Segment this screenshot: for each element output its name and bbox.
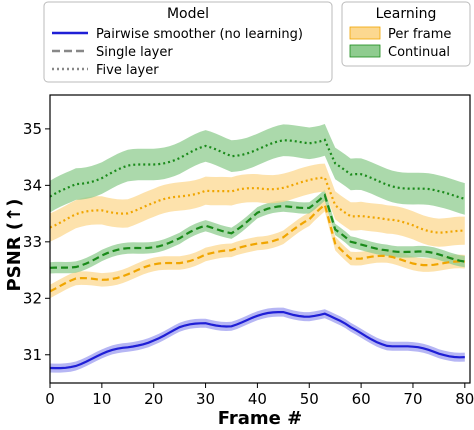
band-pairwise: [50, 307, 465, 373]
x-tick-label: 0: [45, 390, 55, 408]
x-tick-label: 80: [455, 390, 474, 408]
x-tick-label: 40: [248, 390, 267, 408]
plot-frame: [49, 94, 471, 384]
legend-model-title: Model: [167, 6, 209, 22]
series-lines: [49, 138, 466, 370]
legend-single-label: Single layer: [96, 45, 173, 60]
y-axis-label: PSNR (↑): [4, 199, 25, 292]
band-continual_five: [50, 124, 465, 215]
legend-pairwise-label: Pairwise smoother (no learning): [96, 27, 303, 42]
x-tick-label: 50: [300, 390, 319, 408]
x-tick-label: 60: [352, 390, 371, 408]
x-axis-label: Frame #: [218, 408, 302, 429]
x-axis-ticks: 0 10 20 30 40 50 60 70 80: [45, 383, 474, 408]
legend-per-frame-label: Per frame: [388, 27, 451, 42]
x-tick-label: 30: [196, 390, 215, 408]
line-per_frame_single: [49, 202, 465, 293]
x-tick-label: 20: [144, 390, 163, 408]
line-continual_single: [49, 193, 465, 269]
legend-model-box: [43, 1, 333, 83]
band-per_frame_single: [50, 197, 465, 299]
legend-learning-title: Learning: [376, 6, 437, 22]
y-tick-label: 34: [23, 176, 42, 194]
legend-per-frame-swatch: [349, 26, 381, 40]
y-axis-ticks: 31 32 33 34 35: [23, 120, 50, 364]
legend-learning: Learning Per frame Continual: [341, 1, 471, 67]
legend-continual-swatch: [349, 44, 381, 58]
line-per_frame_five: [49, 176, 465, 234]
legend-model: Model Pairwise smoother (no learning) Si…: [43, 1, 333, 83]
y-tick-label: 32: [23, 289, 42, 307]
y-tick-label: 31: [23, 346, 42, 364]
legend-continual-label: Continual: [388, 45, 450, 60]
band-per_frame_five: [50, 163, 465, 247]
confidence-bands: [50, 124, 465, 373]
legend-five-label: Five layer: [96, 63, 159, 78]
y-tick-label: 35: [23, 120, 42, 138]
band-continual_single: [50, 189, 465, 274]
line-pairwise: [49, 311, 465, 370]
y-tick-label: 33: [23, 233, 42, 251]
x-tick-label: 70: [403, 390, 422, 408]
line-continual_five: [49, 138, 466, 200]
x-tick-label: 10: [92, 390, 111, 408]
